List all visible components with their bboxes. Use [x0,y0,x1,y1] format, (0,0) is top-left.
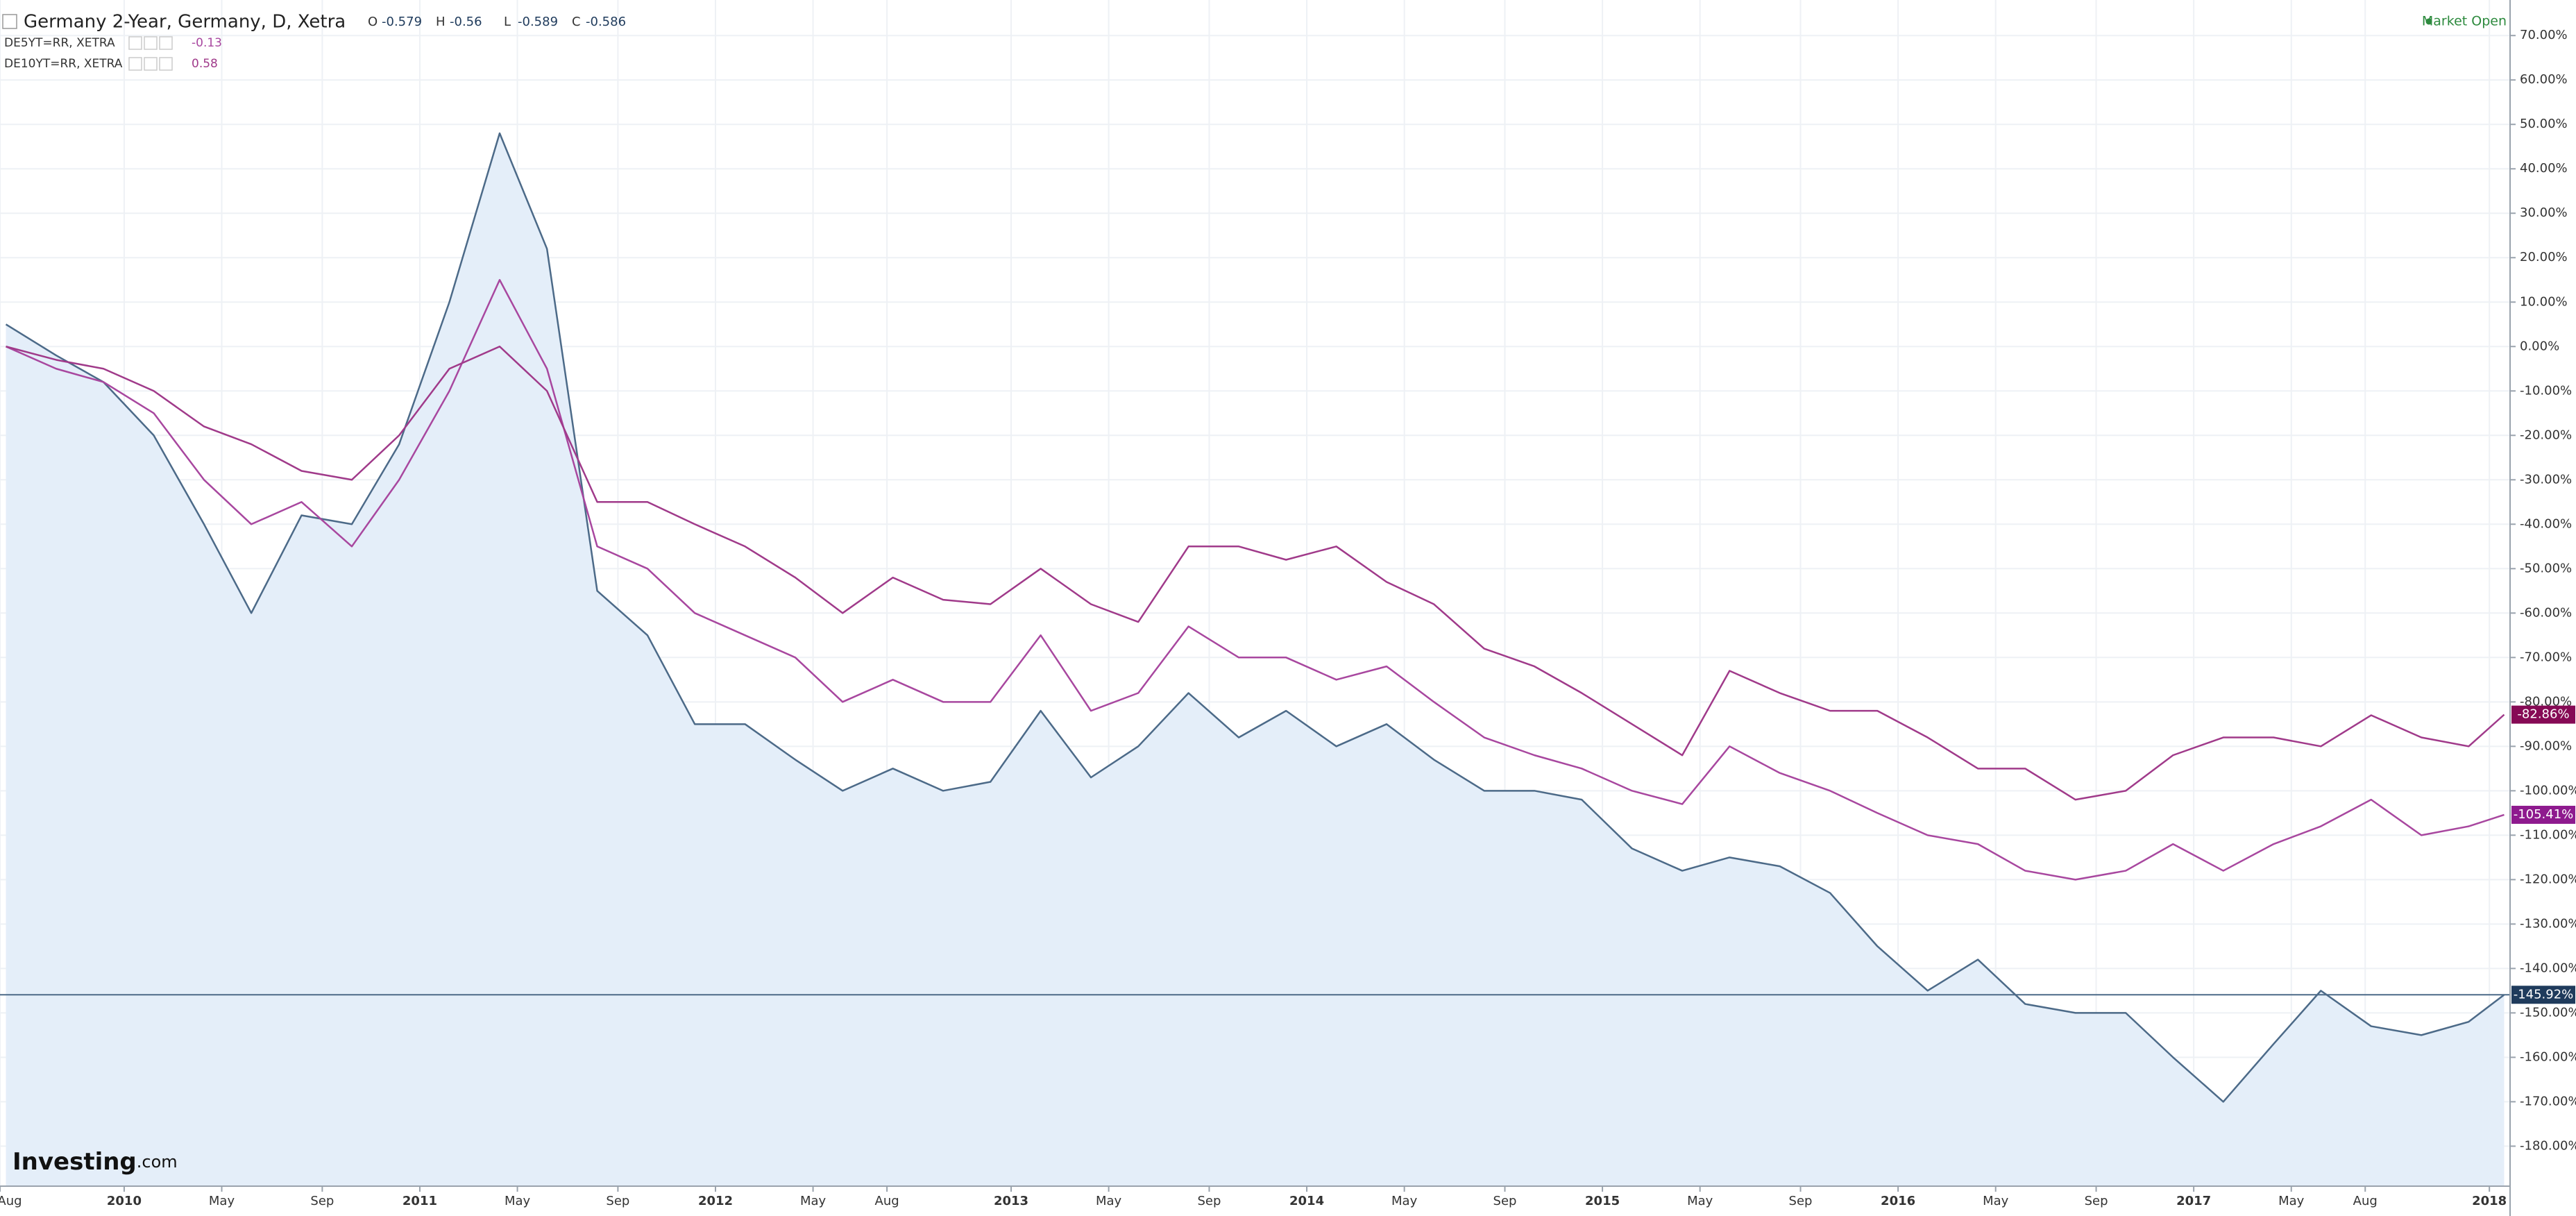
y-tick-label: -50.00% [2520,561,2572,575]
header: Germany 2-Year, Germany, D, Xetra O -0.579… [2,12,626,71]
y-tick-label: -130.00% [2520,916,2576,931]
y-tick-label: 60.00% [2520,72,2568,87]
y-tick-label: -40.00% [2520,516,2572,531]
legend-button [144,36,158,50]
x-tick-label: Sep [2085,1194,2108,1208]
legend-button [128,36,142,50]
ohlc-label: H [436,15,446,29]
line [5,132,2505,1103]
x-tick-label: May [505,1194,531,1208]
y-tick-label: -110.00% [2520,827,2576,842]
market-status: Market Open [2422,14,2507,29]
line [6,346,2505,801]
y-tick-label: -70.00% [2520,650,2572,664]
price-label-box [2511,705,2575,724]
x-tick-label: Sep [1197,1194,1221,1208]
y-tick-label: 50.00% [2520,117,2568,131]
legend-name: DE10YT=RR, XETRA [4,57,123,71]
legend-button [128,57,142,71]
x-tick-label: 2016 [1881,1194,1915,1208]
collapse-button [2,14,17,29]
ohlc-value: -0.586 [586,15,626,29]
x-tick-label: Sep [310,1194,334,1208]
x-tick-label: Sep [1789,1194,1813,1208]
axes: -180.00% -170.00% -160.00% -150.00% -140.00%… [0,28,2576,1208]
y-tick-label: 40.00% [2520,161,2568,176]
x-tick-label: 2011 [402,1194,437,1208]
y-tick-label: -90.00% [2520,738,2572,753]
x-tick-label: 2012 [698,1194,733,1208]
y-tick-label: -170.00% [2520,1094,2576,1108]
x-tick-label: Sep [1493,1194,1517,1208]
legend-value: 0.58 [192,57,218,71]
y-tick-label: -80.00% [2520,694,2572,709]
y-tick-label: -20.00% [2520,428,2572,442]
plot [0,132,2510,1187]
x-tick-label: May [1096,1194,1122,1208]
x-tick-label: Aug [0,1194,22,1208]
x-tick-label: May [1983,1194,2009,1208]
chart-title: Germany 2-Year, Germany, D, Xetra [24,12,346,33]
x-tick-label: 2015 [1585,1194,1620,1208]
y-tick-label: -150.00% [2520,1005,2576,1020]
legend-button [159,57,173,71]
y-tick-label: 30.00% [2520,205,2568,220]
y-tick-label: -10.00% [2520,383,2572,398]
y-tick-label: 70.00% [2520,28,2568,42]
line [6,278,2505,881]
ohlc-label: L [504,15,511,29]
legend-name: DE5YT=RR, XETRA [4,36,115,50]
ohlc-value: -0.56 [450,15,482,29]
x-tick-label: 2017 [2176,1194,2211,1208]
x-tick-label: May [800,1194,827,1208]
x-tick-label: Aug [875,1194,899,1208]
x-tick-label: 2013 [994,1194,1028,1208]
x-tick-label: May [1687,1194,1713,1208]
y-tick-label: 0.00% [2520,339,2559,353]
ohlc-value: -0.579 [382,15,422,29]
x-tick-label: Aug [2353,1194,2378,1208]
status-dot [2425,18,2432,25]
x-tick-label: 2010 [107,1194,142,1208]
price-label: -105.41% [2514,807,2574,822]
price-label: -82.86% [2517,707,2569,722]
y-tick-label: -60.00% [2520,605,2572,620]
x-tick-label: May [209,1194,235,1208]
legend-button [144,57,158,71]
logo: Investing.com [12,1148,178,1176]
price-label: -145.92% [2514,987,2574,1002]
price-label-box [2511,986,2575,1004]
price-label-box [2511,805,2575,824]
y-tick-label: 20.00% [2520,250,2568,264]
x-tick-label: 2014 [1289,1194,1324,1208]
logo-main: Investing [12,1148,137,1176]
y-tick-label: -180.00% [2520,1138,2576,1153]
y-tick-label: -30.00% [2520,472,2572,487]
ohlc-label: O [368,15,378,29]
logo-suffix: .com [137,1152,178,1172]
legend-button [159,36,173,50]
y-tick-label: -120.00% [2520,872,2576,886]
y-tick-label: 10.00% [2520,294,2568,309]
y-tick-label: -160.00% [2520,1049,2576,1064]
x-tick-label: Sep [606,1194,629,1208]
ohlc-value: -0.589 [518,15,558,29]
x-tick-label: May [1391,1194,1418,1208]
y-tick-label: -140.00% [2520,961,2576,975]
ohlc-label: C [572,15,581,29]
x-tick-label: May [2278,1194,2305,1208]
x-tick-label: 2018 [2472,1194,2507,1208]
legend-value: -0.13 [192,36,222,50]
area [6,133,2505,1187]
y-tick-label: -100.00% [2520,783,2576,797]
